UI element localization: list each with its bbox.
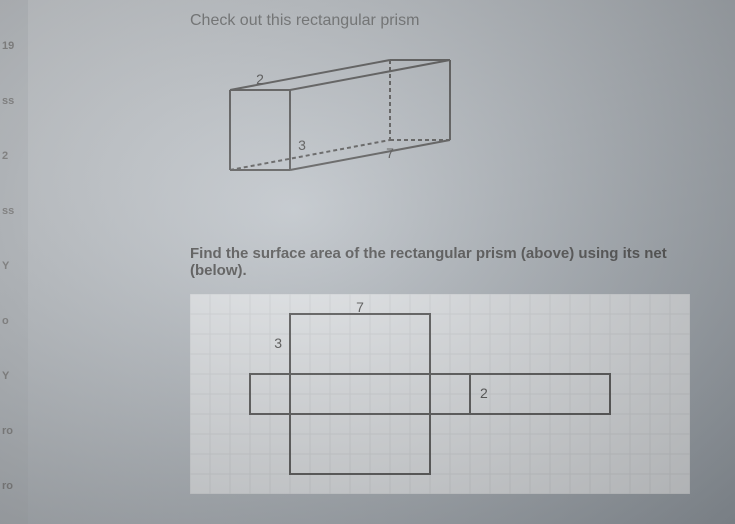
svg-text:3: 3 <box>274 335 282 351</box>
sidebar-item[interactable]: 19 <box>2 40 14 52</box>
sidebar-item[interactable]: ro <box>2 425 13 437</box>
sidebar-item[interactable]: 2 <box>2 150 8 162</box>
sidebar-nav: 19 ss 2 ss Y o Y ro ro <box>0 0 28 524</box>
svg-text:7: 7 <box>386 145 394 161</box>
prism-diagram: 2 3 7 <box>190 50 490 220</box>
svg-text:2: 2 <box>480 385 488 401</box>
sidebar-item[interactable]: o <box>2 315 9 327</box>
problem-instruction: Find the surface area of the rectangular… <box>190 245 710 279</box>
sidebar-item[interactable]: ss <box>2 95 14 107</box>
svg-text:2: 2 <box>256 71 264 87</box>
sidebar-item[interactable]: Y <box>2 260 9 272</box>
net-diagram: 7 3 2 <box>190 294 690 494</box>
sidebar-item[interactable]: ss <box>2 205 14 217</box>
svg-text:7: 7 <box>356 299 364 315</box>
sidebar-item[interactable]: ro <box>2 480 13 492</box>
svg-text:3: 3 <box>298 137 306 153</box>
problem-title: Check out this rectangular prism <box>190 12 710 30</box>
problem-content: Check out this rectangular prism 2 3 7 Fin… <box>40 0 730 524</box>
sidebar-item[interactable]: Y <box>2 370 9 382</box>
